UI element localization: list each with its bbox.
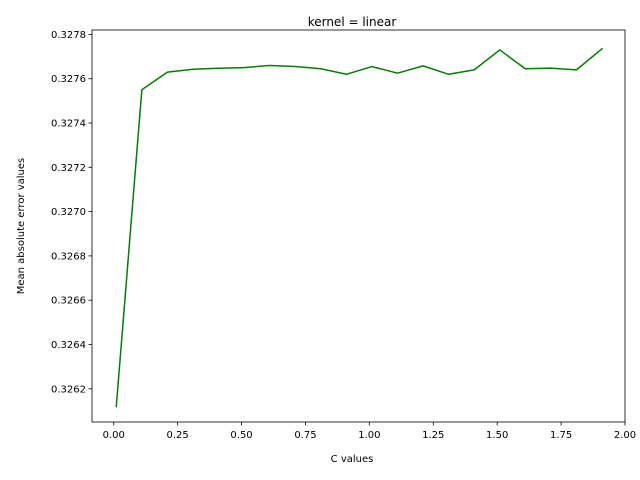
x-tick-label: 1.50 (486, 430, 508, 441)
x-tick-label: 0.25 (167, 430, 189, 441)
series-line (115, 47, 604, 408)
x-tick-label: 0.75 (294, 430, 316, 441)
y-tick-label: 0.3266 (51, 296, 86, 307)
y-tick-label: 0.3272 (51, 163, 86, 174)
x-tick-label: 1.25 (422, 430, 444, 441)
series-layer (115, 47, 604, 408)
y-tick-label: 0.3274 (51, 119, 86, 130)
y-tick-label: 0.3264 (51, 340, 86, 351)
x-tick-label: 0.00 (103, 430, 125, 441)
chart-title: kernel = linear (308, 15, 397, 29)
x-tick-label: 1.75 (550, 430, 572, 441)
y-tick-label: 0.3268 (51, 251, 86, 262)
y-tick-label: 0.3276 (51, 74, 86, 85)
y-tick-label: 0.3270 (51, 207, 86, 218)
y-tick-label: 0.3262 (51, 384, 86, 395)
x-tick-label: 2.00 (614, 430, 636, 441)
y-axis-label: Mean absolute error values (16, 158, 27, 295)
x-axis-label: C values (331, 454, 374, 465)
x-tick-label: 1.00 (358, 430, 380, 441)
y-axis-ticks: 0.3262 0.3264 0.3266 0.3268 0.3270 0.3272 0.32… (51, 30, 92, 395)
x-axis-ticks: 0.00 0.25 0.50 0.75 1.00 1.25 1.50 1.75 2.00 (103, 422, 636, 441)
x-tick-label: 0.50 (230, 430, 252, 441)
y-tick-label: 0.3278 (51, 30, 86, 41)
plot-frame (91, 29, 626, 423)
